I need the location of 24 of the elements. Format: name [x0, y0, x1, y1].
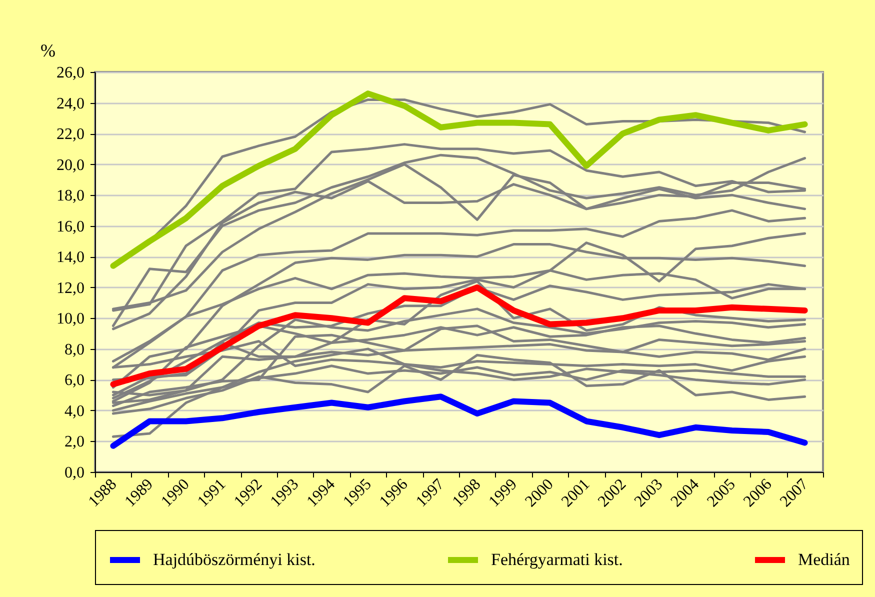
y-tick-label: 26,0 [56, 64, 84, 82]
y-tick-label: 16,0 [56, 218, 84, 236]
y-axis-title: % [40, 40, 56, 60]
y-tick-label: 10,0 [56, 310, 84, 328]
y-tick-label: 18,0 [56, 188, 84, 205]
x-tick-label: 2001 [558, 476, 594, 510]
y-tick-label: 4,0 [64, 402, 84, 420]
x-tick-label: 1992 [231, 476, 266, 510]
y-tick-label: 6,0 [64, 372, 84, 390]
x-tick-label: 1989 [122, 476, 156, 510]
y-tick-label: 0,0 [64, 464, 84, 482]
legend-label: Medián [798, 550, 850, 569]
y-tick-label: 24,0 [56, 95, 84, 112]
y-tick-label: 20,0 [56, 156, 84, 174]
x-tick-label: 1999 [486, 476, 520, 510]
x-tick-label: 1990 [158, 476, 193, 510]
legend-label: Hajdúböszörményi kist. [153, 550, 316, 569]
y-tick-label: 14,0 [56, 249, 84, 266]
y-tick-label: 12,0 [56, 280, 84, 297]
y-tick-label: 8,0 [64, 341, 84, 358]
legend-label: Fehérgyarmati kist. [491, 550, 623, 569]
y-tick-label: 22,0 [56, 126, 84, 144]
x-tick-label: 1991 [194, 476, 230, 510]
y-tick-label: 2,0 [64, 434, 84, 451]
